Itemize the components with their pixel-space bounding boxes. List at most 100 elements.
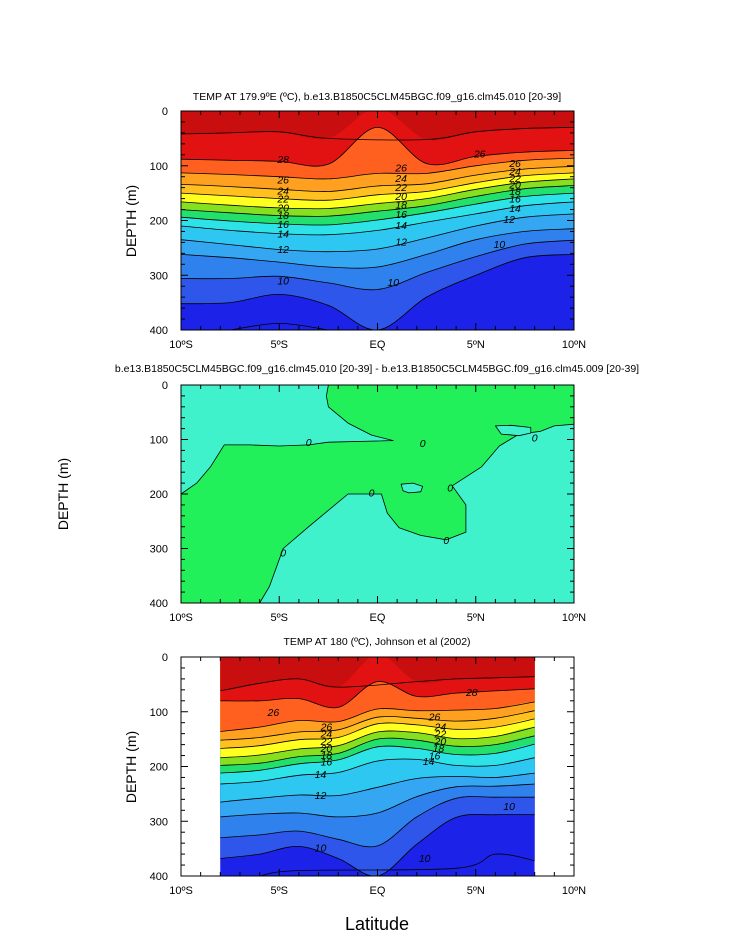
isotherm-line-8 (259, 853, 535, 876)
contour-label: 26 (508, 158, 521, 170)
isotherm-fill-29 (181, 111, 574, 141)
isotherm-line-20 (181, 178, 574, 210)
y-tick-label: 400 (150, 325, 168, 337)
contour-fill-layer (220, 657, 535, 876)
isotherm-line-20 (220, 726, 535, 759)
panel-3-plot-area: 2628262422201816141210262422201816141010 (220, 657, 535, 876)
contour-label: 18 (509, 186, 521, 198)
contour-label: 0 (306, 437, 312, 449)
isotherm-line-28 (181, 126, 574, 167)
panel-observed-temperature: TEMP AT 180 (ºC), Johnson et al (2002) 2… (123, 636, 587, 897)
isotherm-line-24 (181, 165, 574, 192)
isotherm-line-28 (220, 681, 535, 709)
contour-label: 0 (420, 438, 426, 450)
contour-label: 26 (267, 707, 280, 719)
x-tick-label: 5ºN (467, 612, 485, 624)
contour-label: 26 (394, 162, 407, 174)
panel-2-title: b.e13.B1850C5CLM45BGC.f09_g16.clm45.010 … (115, 363, 639, 375)
isotherm-line-12 (220, 772, 535, 803)
y-tick-label: 300 (150, 270, 168, 282)
y-tick-label: 200 (150, 489, 168, 501)
isotherm-fill-29 (220, 657, 535, 691)
y-tick-label: 100 (150, 435, 168, 447)
isotherm-line-10 (220, 796, 535, 848)
x-axis-label: Latitude (345, 914, 409, 934)
isotherm-line-11 (181, 228, 574, 269)
y-tick-label: 0 (162, 380, 168, 392)
contour-label: 22 (394, 182, 407, 194)
y-tick-label: 100 (150, 161, 168, 173)
contour-label: 0 (447, 482, 453, 494)
y-tick-label: 200 (150, 216, 168, 228)
isotherm-line-11 (220, 783, 535, 818)
isotherm-line-12 (181, 213, 574, 253)
x-tick-label: 5ºS (271, 612, 288, 624)
contour-label: 18 (395, 200, 407, 212)
panel-3-axes: 10ºS 5ºS EQ 5ºN 10ºN 0 100 200 300 400 (150, 652, 587, 897)
x-tick-label: 10ºN (562, 885, 586, 897)
contour-label: 20 (276, 202, 289, 214)
contour-label: 24 (320, 729, 333, 741)
isotherm-line-26 (220, 701, 535, 732)
negative-lobe (400, 482, 424, 494)
contour-label: 22 (508, 173, 521, 185)
x-tick-label: 5ºN (467, 885, 485, 897)
y-tick-label: 0 (162, 106, 168, 118)
contour-label: 10 (503, 801, 515, 813)
x-tick-label: 5ºS (271, 339, 288, 351)
y-tick-label: 0 (162, 652, 168, 664)
x-tick-label: 10ºS (169, 339, 193, 351)
panel-3-title: TEMP AT 180 (ºC), Johnson et al (2002) (283, 636, 470, 648)
x-tick-label: EQ (370, 885, 386, 897)
y-tick-label: 400 (150, 871, 168, 883)
x-tick-label: 10ºS (169, 885, 193, 897)
x-tick-label: EQ (370, 612, 386, 624)
panel-1-axes: 10ºS 5ºS EQ 5ºN 10ºN 0 100 200 300 400 (150, 106, 587, 351)
contour-label: 0 (369, 487, 375, 499)
x-tick-label: 10ºS (169, 612, 193, 624)
x-tick-label: 10ºN (562, 612, 586, 624)
isotherm-line-22 (220, 718, 535, 749)
isotherm-line-18 (220, 735, 535, 766)
contour-label: 0 (532, 432, 538, 444)
contour-label: 14 (509, 203, 521, 215)
contour-label: 16 (321, 757, 333, 769)
contour-label: 28 (276, 154, 289, 166)
y-tick-label: 300 (150, 544, 168, 556)
isotherm-line-10 (181, 239, 574, 291)
contour-label: 20 (394, 191, 407, 203)
contour-label: 10 (387, 277, 399, 289)
panel-2-plot-area: 0 0 0 0 0 0 0 (180, 384, 575, 604)
y-tick-label: 300 (150, 816, 168, 828)
contour-label: 10 (277, 276, 289, 288)
contour-label: 0 (443, 535, 449, 547)
contour-label: 12 (395, 236, 407, 248)
y-tick-label: 100 (150, 707, 168, 719)
panel-1-ylabel: DEPTH (m) (123, 185, 139, 257)
contour-label: 24 (434, 722, 447, 734)
isotherm-line-29 (220, 676, 535, 692)
contour-label: 10 (493, 239, 505, 251)
contour-label: 20 (320, 743, 333, 755)
panel-2-axes: 10ºS 5ºS EQ 5ºN 10ºN 0 100 200 300 400 (150, 380, 587, 624)
contour-label: 26 (320, 722, 333, 734)
contour-label: 16 (429, 751, 441, 763)
x-tick-label: 10ºN (562, 339, 586, 351)
contour-label: 18 (277, 210, 289, 222)
isotherm-line-14 (220, 757, 535, 785)
contour-label: 28 (465, 687, 478, 699)
contour-label: 10 (419, 853, 431, 865)
contour-label: 14 (315, 769, 327, 781)
contour-label: 14 (277, 229, 289, 241)
isotherm-line-14 (181, 201, 574, 236)
y-tick-label: 200 (150, 762, 168, 774)
contour-label: 14 (395, 220, 407, 232)
contour-label: 24 (508, 166, 521, 178)
contour-label: 10 (315, 843, 327, 855)
contour-label: 16 (509, 194, 521, 206)
isotherm-line-9 (181, 254, 574, 330)
isotherm-line-16 (220, 743, 535, 774)
positive-region (180, 384, 575, 604)
contour-label: 14 (423, 756, 435, 768)
